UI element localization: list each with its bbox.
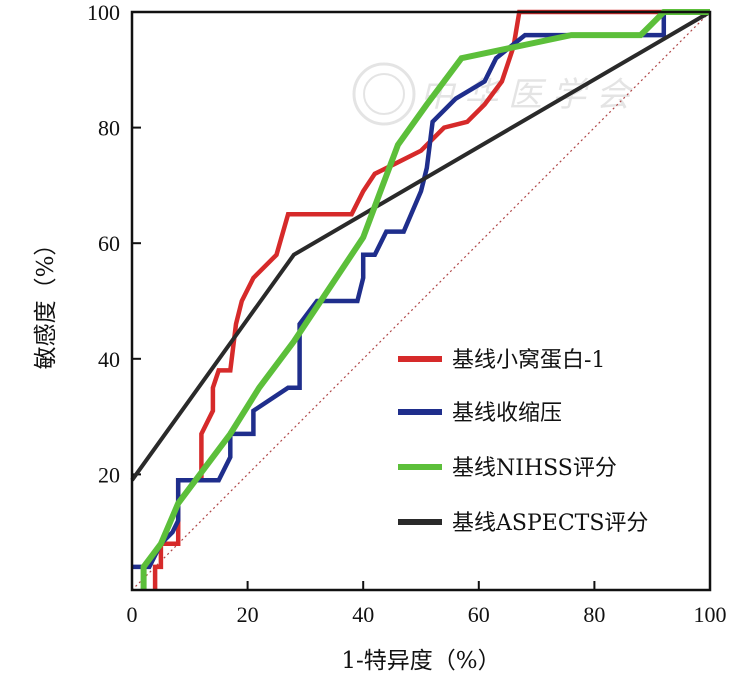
legend-label-1: 基线收缩压 [452, 401, 562, 426]
y-axis-title: 敏感度（%） [33, 233, 59, 370]
y-tick-label: 100 [87, 0, 120, 25]
y-tick-label: 80 [98, 116, 120, 141]
axis-ticks [132, 126, 596, 590]
y-tick-label: 60 [98, 231, 120, 256]
plot-frame [130, 10, 712, 592]
y-tick-labels: 20 40 60 80 100 [87, 0, 120, 487]
y-tick-label: 20 [98, 462, 120, 487]
x-tick-label: 80 [583, 602, 605, 627]
legend-label-0: 基线小窝蛋白-1 [452, 348, 605, 373]
x-tick-label: 100 [694, 602, 727, 627]
svg-text:中华医学会: 中华医学会 [420, 75, 640, 115]
x-tick-label: 0 [127, 602, 138, 627]
series-line-2 [140, 9, 710, 590]
series-line-3 [130, 10, 712, 482]
series-layer [130, 9, 712, 590]
reference-diagonal [131, 11, 711, 591]
watermark: 中华医学会 [352, 62, 640, 126]
series-line-1 [132, 9, 710, 570]
x-tick-label: 40 [352, 602, 374, 627]
x-axis-title: 1-特异度（%） [341, 648, 500, 674]
legend-label-2: 基线NIHSS评分 [452, 456, 617, 481]
x-tick-label: 60 [468, 602, 490, 627]
legend-label-3: 基线ASPECTS评分 [452, 511, 648, 536]
x-tick-label: 20 [237, 602, 259, 627]
x-tick-labels: 0 20 40 60 80 100 [127, 602, 727, 627]
y-tick-label: 40 [98, 347, 120, 372]
